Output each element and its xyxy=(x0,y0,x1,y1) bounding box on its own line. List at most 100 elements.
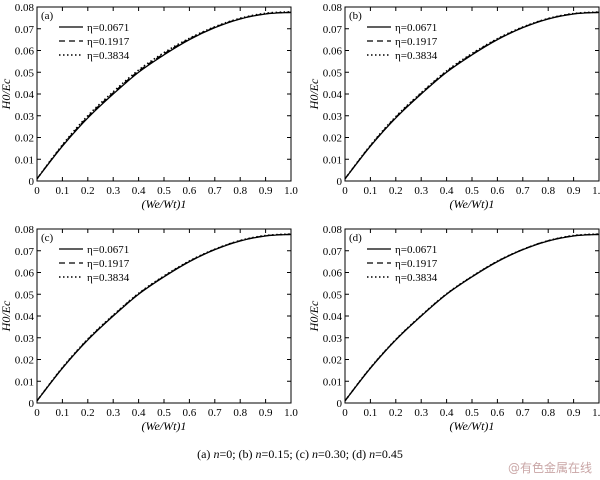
y-tick-label: 0.06 xyxy=(323,46,343,58)
y-tick-label: 0.05 xyxy=(323,289,343,301)
x-tick-label: 0.1 xyxy=(364,185,378,197)
x-tick-label: 1.0 xyxy=(592,185,600,197)
x-tick-label: 0.8 xyxy=(233,407,247,419)
y-tick-label: 0.02 xyxy=(15,355,34,367)
caption-d-val: =0.45 xyxy=(375,447,403,461)
plot-frame xyxy=(344,6,600,182)
caption-a-val: =0; xyxy=(219,447,239,461)
watermark-text: @有色金属在线 xyxy=(507,461,592,475)
y-tick-label: 0.03 xyxy=(323,333,343,345)
series-line-3 xyxy=(36,10,292,180)
x-tick-label: 0.9 xyxy=(567,407,581,419)
x-tick-label: 0.2 xyxy=(389,407,403,419)
y-tick-label: 0 xyxy=(337,176,343,188)
y-tick-label: 0.02 xyxy=(15,133,34,145)
figure-panels: 0 0.1 0.2 0.3 0.4 0.5 0.6 0.7 0.8 0.9 1.0 0 0.01 0.02… xyxy=(0,2,600,433)
series-line-2 xyxy=(344,11,600,180)
x-tick-label: 0.5 xyxy=(465,407,479,419)
x-tick-label: 0.4 xyxy=(132,407,146,419)
caption-b-val: =0.15; xyxy=(261,447,296,461)
x-axis-label: (We/Wt)1 xyxy=(450,197,495,211)
chart-panel-2: 0 0.1 0.2 0.3 0.4 0.5 0.6 0.7 0.8 0.9 1.0 0 0.01 0.02… xyxy=(307,2,600,211)
series-line-1 xyxy=(344,11,600,180)
y-axis-label: H0/Ec xyxy=(307,300,321,332)
legend-label: η=0.1917 xyxy=(87,36,130,48)
y-tick-label: 0 xyxy=(29,176,35,188)
series-line-1 xyxy=(36,233,292,402)
y-tick-label: 0.03 xyxy=(15,333,35,345)
panel-label: (d) xyxy=(349,232,362,244)
series-line-1 xyxy=(344,233,600,402)
x-tick-label: 0.5 xyxy=(157,407,171,419)
legend-label: η=0.3834 xyxy=(395,50,438,62)
series-line-3 xyxy=(344,11,600,180)
legend-label: η=0.0671 xyxy=(395,244,437,256)
x-tick-label: 0.7 xyxy=(516,407,530,419)
x-tick-label: 0.6 xyxy=(183,407,197,419)
plot-frame xyxy=(344,228,600,404)
x-tick-label: 1.0 xyxy=(284,185,298,197)
caption-a-label: (a) xyxy=(197,447,214,461)
plot-frame xyxy=(36,6,292,182)
panel-label: (c) xyxy=(41,232,54,244)
legend-label: η=0.3834 xyxy=(87,272,130,284)
x-tick-label: 0.6 xyxy=(183,185,197,197)
legend-label: η=0.1917 xyxy=(395,258,438,270)
caption-c-label: (c) xyxy=(295,447,312,461)
y-axis-label: H0/Ec xyxy=(0,300,13,332)
x-tick-label: 0.1 xyxy=(56,407,70,419)
y-tick-label: 0.01 xyxy=(15,376,34,388)
y-tick-label: 0.04 xyxy=(15,311,35,323)
y-tick-label: 0.07 xyxy=(15,246,35,258)
x-tick-label: 1.0 xyxy=(592,407,600,419)
x-tick-label: 0.7 xyxy=(516,185,530,197)
y-tick-label: 0.07 xyxy=(15,24,35,36)
x-tick-label: 0.7 xyxy=(208,185,222,197)
x-tick-label: 0 xyxy=(34,407,40,419)
y-tick-label: 0.05 xyxy=(323,67,343,79)
x-tick-label: 0.5 xyxy=(157,185,171,197)
x-tick-label: 0.6 xyxy=(491,407,505,419)
chart-panel-3: 0 0.1 0.2 0.3 0.4 0.5 0.6 0.7 0.8 0.9 1.0 0 0.01 0.02… xyxy=(0,224,298,433)
y-tick-label: 0.08 xyxy=(15,224,35,236)
y-axis-label: H0/Ec xyxy=(0,78,13,110)
y-tick-label: 0.01 xyxy=(323,154,342,166)
x-tick-label: 0.9 xyxy=(259,407,273,419)
y-tick-label: 0.06 xyxy=(15,46,35,58)
series-line-2 xyxy=(36,11,292,180)
caption-d-var: n xyxy=(369,447,376,461)
y-tick-label: 0.06 xyxy=(323,268,343,280)
y-tick-label: 0.08 xyxy=(15,2,35,14)
panel-label: (b) xyxy=(349,10,362,22)
y-tick-label: 0.05 xyxy=(15,67,35,79)
x-tick-label: 0.9 xyxy=(259,185,273,197)
y-tick-label: 0.04 xyxy=(323,89,343,101)
x-tick-label: 0.3 xyxy=(106,407,120,419)
x-tick-label: 0.3 xyxy=(414,185,428,197)
legend-label: η=0.3834 xyxy=(87,50,130,62)
x-tick-label: 0.5 xyxy=(465,185,479,197)
x-tick-label: 0.1 xyxy=(56,185,70,197)
y-tick-label: 0.04 xyxy=(323,311,343,323)
y-tick-label: 0.06 xyxy=(15,268,35,280)
x-tick-label: 0.6 xyxy=(491,185,505,197)
y-tick-label: 0.07 xyxy=(323,24,343,36)
x-tick-label: 0.2 xyxy=(81,407,95,419)
caption-c-val: =0.30; xyxy=(317,447,353,461)
x-tick-label: 0.2 xyxy=(81,185,95,197)
x-tick-label: 0.9 xyxy=(567,185,581,197)
x-tick-label: 0.3 xyxy=(414,407,428,419)
caption-b-var: n xyxy=(255,447,262,461)
series-line-3 xyxy=(344,233,600,402)
x-tick-label: 0.1 xyxy=(364,407,378,419)
chart-panel-4: 0 0.1 0.2 0.3 0.4 0.5 0.6 0.7 0.8 0.9 1.0 0 0.01 0.02… xyxy=(307,224,600,433)
legend-label: η=0.1917 xyxy=(395,36,438,48)
y-tick-label: 0 xyxy=(337,398,343,410)
x-tick-label: 0.4 xyxy=(440,407,454,419)
x-tick-label: 0.7 xyxy=(208,407,222,419)
y-tick-label: 0.07 xyxy=(323,246,343,258)
x-axis-label: (We/Wt)1 xyxy=(450,419,495,433)
x-tick-label: 0.8 xyxy=(541,185,555,197)
caption-b-label: (b) xyxy=(238,447,256,461)
x-tick-label: 0.8 xyxy=(541,407,555,419)
